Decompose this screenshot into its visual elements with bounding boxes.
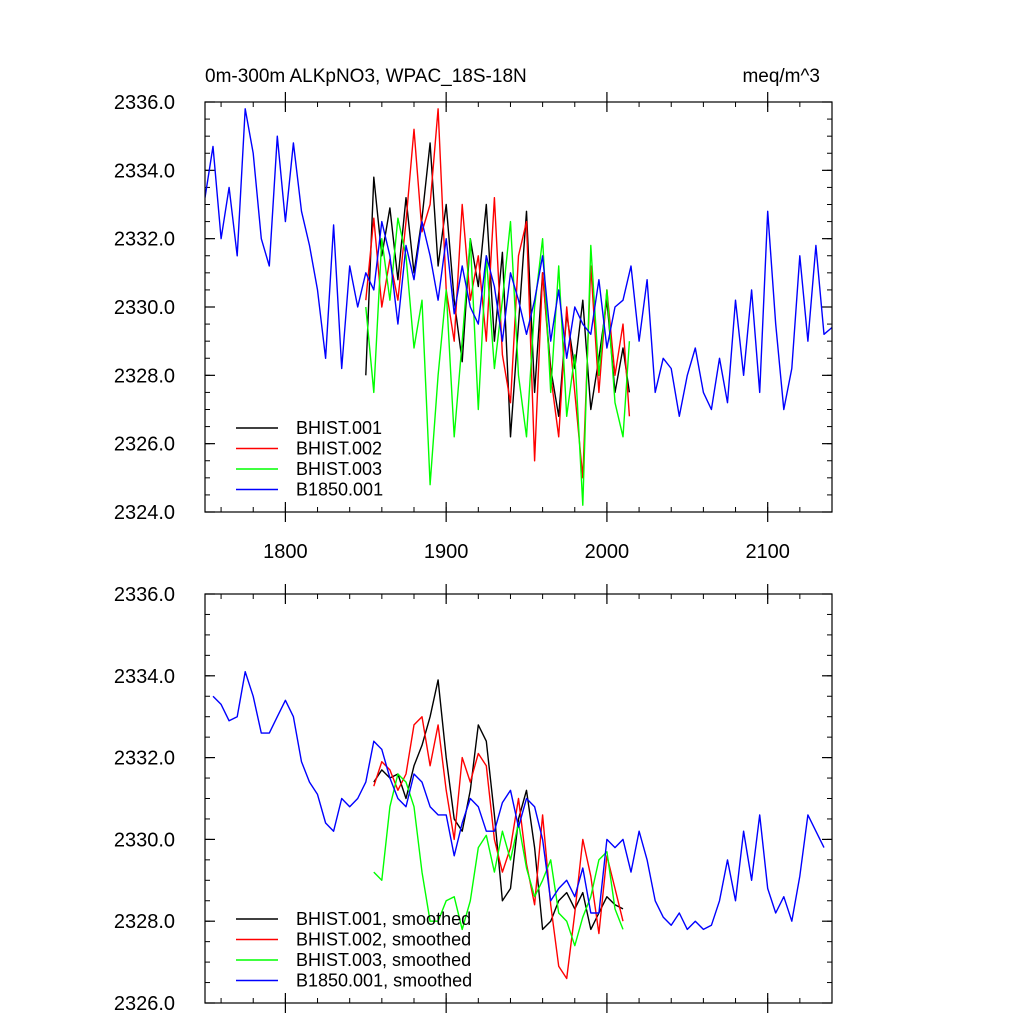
plot-frame <box>204 593 833 1004</box>
top-panel: 1800 1900 2000 2100 2324.0 2326.0 2328.0 2330.0… <box>114 92 833 563</box>
units-label: meq/m^3 <box>742 66 820 87</box>
series-group <box>205 108 832 506</box>
legend-label: B1850.001 <box>296 480 383 500</box>
series-line-2 <box>365 217 631 506</box>
series-line-2 <box>373 773 624 947</box>
y-tick-label: 2334.0 <box>114 666 175 688</box>
y-tick-label: 2332.0 <box>114 748 175 770</box>
x-tick-label: 2100 <box>745 541 790 563</box>
y-tick-label: 2336.0 <box>114 584 175 606</box>
legend-label: BHIST.002 <box>296 439 382 459</box>
y-tick-label: 2336.0 <box>114 92 175 114</box>
y-tick-label: 2330.0 <box>114 297 175 319</box>
legend-label: BHIST.003, smoothed <box>296 950 471 970</box>
y-tick-label: 2330.0 <box>114 829 175 851</box>
series-line-0 <box>373 679 624 931</box>
plot-frame <box>204 101 833 513</box>
y-tick-label: 2334.0 <box>114 160 175 182</box>
series-group <box>212 671 825 980</box>
y-tick-label: 2328.0 <box>114 365 175 387</box>
bottom-panel: 2326.0 2328.0 2330.0 2332.0 2334.0 2336.0 BHIS… <box>114 584 833 1015</box>
x-tick-label: 1900 <box>424 541 469 563</box>
legend-label: BHIST.001 <box>296 418 382 438</box>
y-tick-label: 2324.0 <box>114 502 175 524</box>
y-tick-label: 2326.0 <box>114 434 175 456</box>
y-tick-label: 2332.0 <box>114 229 175 251</box>
legend-label: BHIST.001, smoothed <box>296 909 471 929</box>
x-tick-label: 2000 <box>585 541 630 563</box>
chart-title: 0m-300m ALKpNO3, WPAC_18S-18N <box>205 66 527 87</box>
series-line-1 <box>373 716 624 980</box>
y-tick-label: 2326.0 <box>114 993 175 1015</box>
legend-label: BHIST.002, smoothed <box>296 930 471 950</box>
series-line-3 <box>212 671 825 931</box>
legend-label: BHIST.003 <box>296 459 382 479</box>
legend-label: B1850.001, smoothed <box>296 971 472 991</box>
x-tick-label: 1800 <box>263 541 308 563</box>
y-tick-label: 2328.0 <box>114 911 175 933</box>
series-line-3 <box>205 108 832 417</box>
